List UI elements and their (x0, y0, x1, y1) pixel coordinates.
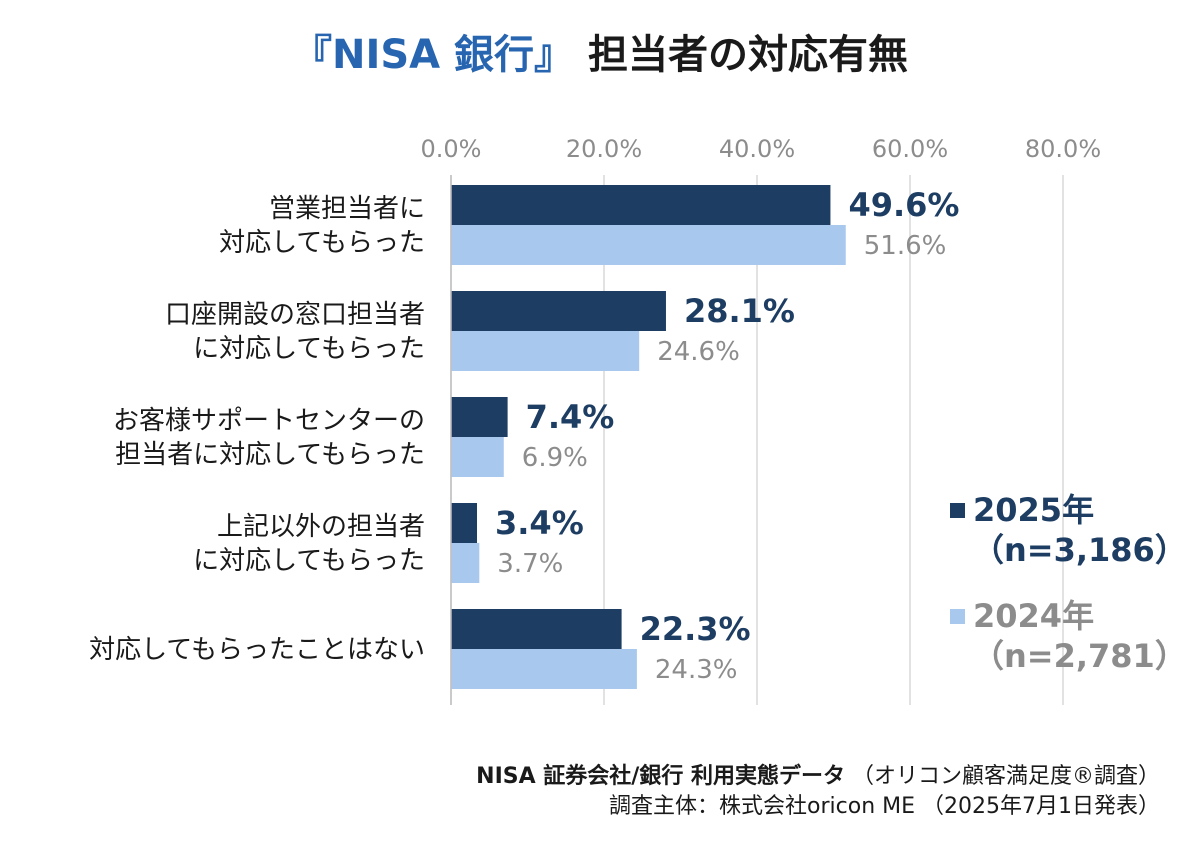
data-label-2025: 49.6% (848, 186, 959, 224)
x-tick-label: 20.0% (566, 135, 642, 163)
data-label-2025: 22.3% (640, 610, 751, 648)
source-survey: （オリコン顧客満足度®調査） (851, 764, 1160, 789)
chart-title-rest: 担当者の対応有無 (574, 32, 908, 78)
source-note: NISA 証券会社/銀行 利用実態データ （オリコン顧客満足度®調査） 調査主体… (476, 762, 1160, 822)
bar-2025 (451, 185, 831, 225)
legend-label-2025: 2025年 (973, 491, 1095, 529)
category-label: に対応してもらった (193, 334, 425, 364)
data-label-2024: 51.6% (864, 231, 947, 261)
bar-2025 (451, 503, 478, 543)
source-publisher: 調査主体：株式会社oricon ME （2025年7月1日発表） (609, 794, 1160, 819)
category-label: 対応してもらった (219, 228, 425, 258)
data-label-2025: 3.4% (495, 504, 584, 542)
x-tick-label: 40.0% (719, 135, 795, 163)
legend-swatch-2025 (950, 503, 965, 518)
x-tick-label: 80.0% (1025, 135, 1101, 163)
bar-2024 (451, 331, 640, 371)
bar-2024 (451, 543, 480, 583)
category-label: 対応してもらったことはない (89, 635, 425, 665)
chart-title: 『NISA 銀行』 担当者の対応有無 (0, 22, 1200, 80)
source-title: NISA 証券会社/銀行 利用実態データ (476, 764, 845, 789)
x-tick-label: 60.0% (872, 135, 948, 163)
chart-title-accent: 『NISA 銀行』 (292, 32, 575, 78)
bar-2025 (451, 397, 508, 437)
category-label: 担当者に対応してもらった (115, 440, 425, 470)
category-label: に対応してもらった (193, 546, 425, 576)
legend-n-2025: （n=3,186） (972, 531, 1187, 569)
x-tick-label: 0.0% (421, 135, 482, 163)
bar-2025 (451, 609, 622, 649)
bar-2024 (451, 649, 637, 689)
data-label-2024: 6.9% (522, 443, 588, 473)
legend-item-2025: 2025年 （n=3,186） (950, 490, 1187, 570)
bar-2025 (451, 291, 666, 331)
category-label: 口座開設の窓口担当者 (165, 300, 425, 330)
legend-swatch-2024 (950, 609, 965, 624)
data-label-2025: 28.1% (684, 292, 795, 330)
legend-label-2024: 2024年 (973, 597, 1095, 635)
category-label: 営業担当者に (269, 194, 425, 224)
bar-2024 (451, 437, 504, 477)
legend-item-2024: 2024年 （n=2,781） (950, 596, 1187, 676)
data-label-2025: 7.4% (526, 398, 615, 436)
bar-2024 (451, 225, 846, 265)
data-label-2024: 3.7% (497, 549, 563, 579)
data-label-2024: 24.3% (655, 655, 738, 685)
category-label: 上記以外の担当者 (217, 512, 425, 542)
category-label: お客様サポートセンターの (113, 406, 425, 436)
data-label-2024: 24.6% (657, 337, 740, 367)
legend-n-2024: （n=2,781） (972, 637, 1187, 675)
